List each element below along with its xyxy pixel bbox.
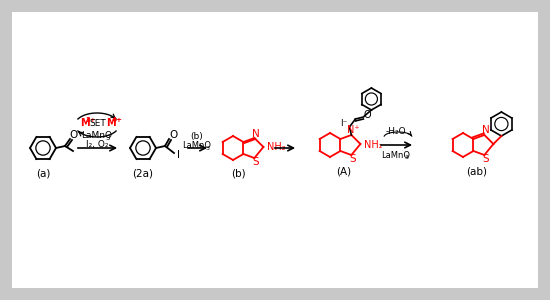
Text: 3: 3: [405, 155, 409, 160]
Text: (ab): (ab): [466, 166, 487, 176]
Text: I⁻: I⁻: [340, 118, 347, 127]
Text: LaMnO: LaMnO: [183, 142, 212, 151]
Text: 3+: 3+: [86, 116, 96, 122]
Text: O: O: [169, 130, 177, 140]
Text: (b): (b): [191, 133, 204, 142]
Text: SET: SET: [90, 118, 106, 127]
Text: (A): (A): [337, 166, 351, 176]
Text: LaMnO: LaMnO: [81, 130, 113, 140]
Text: 4+: 4+: [112, 116, 123, 122]
Text: S: S: [349, 154, 356, 164]
FancyBboxPatch shape: [12, 12, 538, 288]
Text: N: N: [251, 129, 259, 139]
Text: S: S: [252, 157, 258, 167]
Text: N⁺: N⁺: [347, 125, 360, 135]
Text: 3: 3: [106, 134, 110, 140]
Text: N: N: [481, 125, 490, 135]
Text: I: I: [177, 150, 179, 160]
Text: NH₂: NH₂: [267, 142, 285, 152]
Text: I₂, O₂: I₂, O₂: [86, 140, 108, 149]
Text: 3: 3: [206, 146, 210, 151]
Text: LaMnO: LaMnO: [382, 151, 410, 160]
Text: -H₂O: -H₂O: [386, 128, 406, 136]
Text: (2a): (2a): [133, 168, 153, 178]
Text: O: O: [70, 130, 78, 140]
Text: (b): (b): [230, 169, 245, 179]
Text: (a): (a): [36, 168, 50, 178]
Text: O: O: [364, 110, 371, 120]
Text: S: S: [482, 154, 489, 164]
Text: M: M: [106, 118, 116, 128]
Text: NH₂: NH₂: [364, 140, 383, 150]
Text: M: M: [80, 118, 90, 128]
